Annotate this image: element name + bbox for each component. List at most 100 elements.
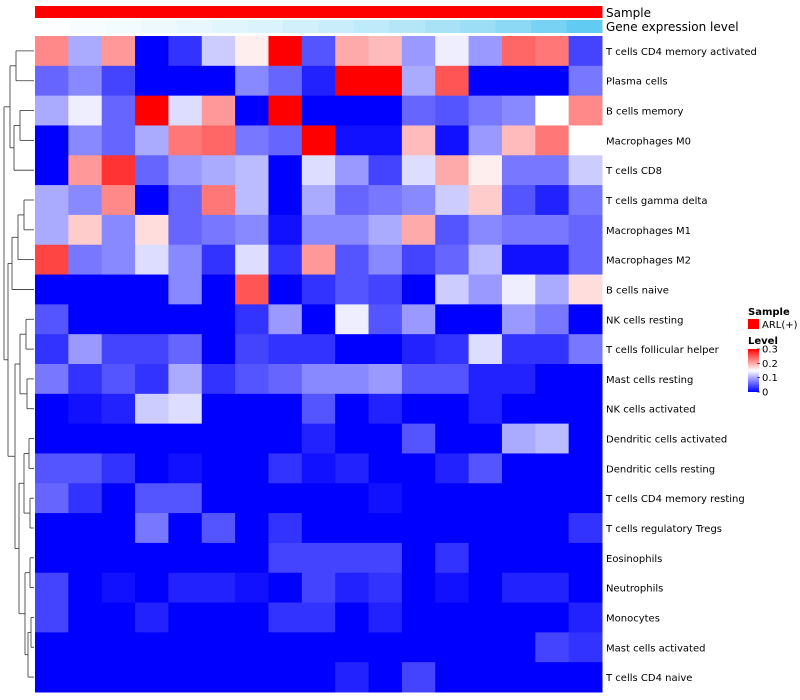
heatmap-cell [435,393,470,425]
heatmap-cell [201,244,236,276]
heatmap-cell [435,304,470,335]
heatmap-cell [235,334,269,365]
heatmap-cell [301,513,336,544]
heatmap-cell [201,214,236,246]
heatmap-cell [468,423,503,454]
heatmap-cell [35,393,69,425]
heatmap-cell [135,572,169,604]
expression-annotation-cell [283,20,319,33]
expression-annotation-cell [35,20,71,33]
heatmap-cell [201,572,236,604]
heatmap-cell [535,483,570,514]
heatmap-cell [335,602,370,633]
heatmap-cell [168,214,203,246]
expression-annotation-cell [318,20,355,33]
heatmap-cell [68,662,103,693]
heatmap-cell [135,125,169,156]
heatmap-cell [35,95,69,126]
heatmap-cell [68,632,103,663]
row-label: Dendritic cells activated [606,435,727,446]
heatmap-cell [435,155,470,186]
heatmap-cell [268,602,303,633]
heatmap-cell [401,125,436,156]
heatmap-cell [368,274,403,305]
heatmap-cell [35,453,69,484]
heatmap-cell [35,304,69,335]
heatmap-cell [368,364,403,395]
heatmap-cell [101,125,136,156]
heatmap-cell [368,125,403,156]
heatmap-cell [501,393,536,425]
heatmap-cell [168,155,203,186]
heatmap-cell [135,214,169,246]
heatmap-cell [301,662,336,693]
heatmap-cell [101,95,136,126]
heatmap-cell [368,185,403,216]
heatmap-cell [168,483,203,514]
heatmap-cell [535,244,570,276]
heatmap-cell [401,155,436,186]
heatmap-cell [368,95,403,126]
heatmap-cell [568,513,603,544]
heatmap-cell [135,632,169,663]
heatmap-cell [468,155,503,186]
heatmap-cell [101,334,136,365]
heatmap-cell [501,65,536,97]
heatmap-cell [335,65,370,97]
heatmap-cell [235,393,269,425]
heatmap-cell [335,36,370,67]
heatmap-cell [168,513,203,544]
heatmap-cell [568,214,603,246]
heatmap-cell [335,185,370,216]
heatmap-cell [135,483,169,514]
heatmap-cell [201,36,236,67]
heatmap-cell [235,364,269,395]
heatmap-cell [168,274,203,305]
heatmap-cell [68,393,103,425]
heatmap-cell [368,36,403,67]
heatmap-cell [268,393,303,425]
heatmap-cell [501,453,536,484]
heatmap-cell [501,364,536,395]
heatmap-cell [301,244,336,276]
heatmap-cell [101,364,136,395]
heatmap-cell [135,244,169,276]
heatmap-cell [201,334,236,365]
heatmap-cell [435,662,470,693]
annotation-labels: Sample Gene expression level [606,6,739,34]
heatmap-cell [235,572,269,604]
row-label: Plasma cells [606,77,668,88]
heatmap-cell [135,185,169,216]
heatmap-cell [368,214,403,246]
heatmap-cell [335,155,370,186]
heatmap-cell [501,542,536,574]
sample-annotation-cell [247,6,284,18]
heatmap-cell [35,572,69,604]
heatmap-cell [468,393,503,425]
heatmap-cell [401,95,436,126]
heatmap-cell [135,65,169,97]
heatmap-cell [368,572,403,604]
row-label: T cells gamma delta [605,196,707,207]
heatmap-cell [535,632,570,663]
heatmap-cell [35,602,69,633]
heatmap-cell [301,542,336,574]
heatmap-cell [435,483,470,514]
heatmap-cell [301,364,336,395]
heatmap-cell [468,513,503,544]
heatmap-cell [368,155,403,186]
heatmap-cell [68,602,103,633]
heatmap-cell [435,95,470,126]
expression-annotation-cell [141,20,178,33]
heatmap-cell [401,483,436,514]
heatmap-cell [35,513,69,544]
heatmap-cell [435,423,470,454]
legend-tick-label: 0.3 [762,345,778,356]
heatmap-cell [568,572,603,604]
row-label: T cells CD4 memory resting [605,494,745,505]
heatmap-cell [468,334,503,365]
heatmap-cell [135,662,169,693]
heatmap-cell [235,65,269,97]
heatmap-cell [201,364,236,395]
sample-annotation-cell [176,6,213,18]
